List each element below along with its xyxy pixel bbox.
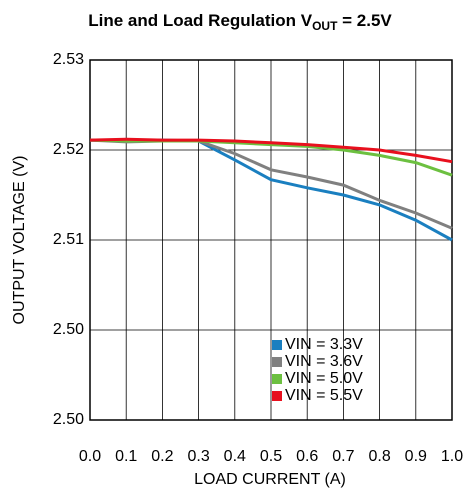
y-tick-label: 2.50 [53,411,84,428]
title-suffix: = 2.5V [337,11,392,30]
y-tick-label: 2.51 [53,231,84,248]
x-tick-label: 0.8 [368,448,390,465]
series-line [89,137,453,164]
y-tick-label: 2.53 [53,51,84,68]
y-tick-label: 2.52 [53,141,84,158]
legend-swatch [272,374,282,384]
title-subscript: OUT [312,19,338,33]
x-tick-label: 0.3 [187,448,209,465]
legend-label: VIN = 3.3V [285,336,363,353]
legend-swatch [272,391,282,401]
x-tick-label: 0.0 [79,448,101,465]
legend-label: VIN = 5.5V [285,387,363,404]
x-tick-label: 0.5 [260,448,282,465]
x-tick-label: 0.4 [224,448,246,465]
x-tick-label: 0.7 [332,448,354,465]
x-tick-label: 1.0 [441,448,463,465]
x-axis-label: LOAD CURRENT (A) [194,471,346,488]
x-tick-label: 0.9 [405,448,427,465]
legend-label: VIN = 3.6V [285,353,363,370]
title-main: Line and Load Regulation V [88,11,313,30]
legend-swatch [272,357,282,367]
x-tick-label: 0.2 [151,448,173,465]
y-tick-label: 2.50 [53,321,84,338]
legend-swatch [272,340,282,350]
y-axis-label: OUTPUT VOLTAGE (V) [11,156,28,325]
x-tick-label: 0.6 [296,448,318,465]
legend-label: VIN = 5.0V [285,370,363,387]
x-tick-label: 0.1 [115,448,137,465]
chart-title: Line and Load Regulation VOUT = 2.5V [88,11,392,33]
